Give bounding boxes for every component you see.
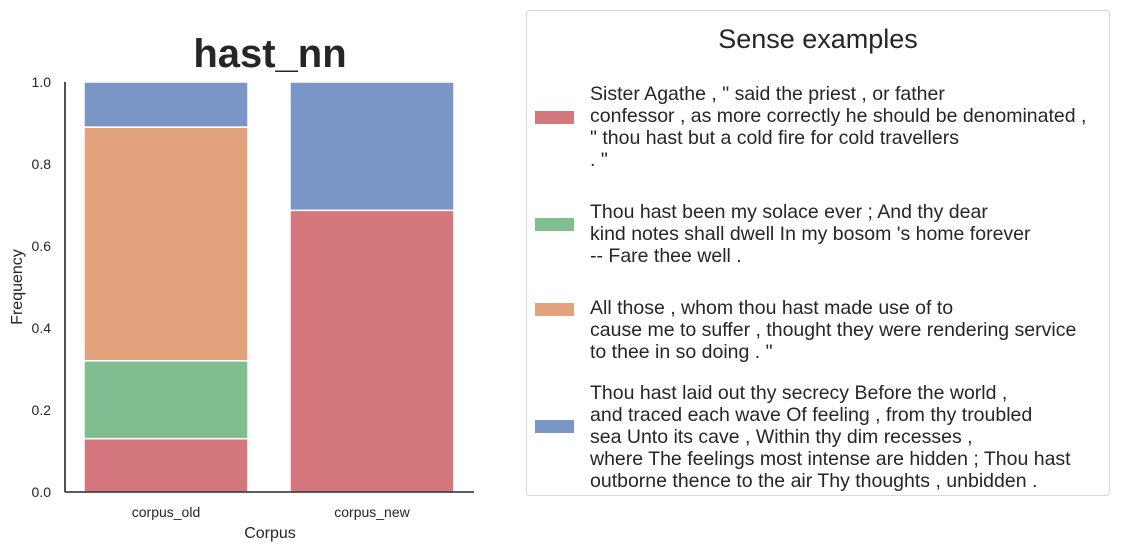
y-tick-label: 1.0 <box>32 74 52 90</box>
bar-segment <box>83 126 249 362</box>
chart-title: hast_nn <box>193 32 346 76</box>
bars-layer <box>83 81 455 493</box>
legend: Sense examples Sister Agathe , " said th… <box>526 10 1110 496</box>
legend-text: Sister Agathe , " said the priest , or f… <box>590 83 1087 171</box>
x-tick-label: corpus_old <box>132 504 201 520</box>
bar-segment <box>83 360 249 440</box>
y-ticks: 0.0 0.2 0.4 0.6 0.8 1.0 <box>32 74 52 500</box>
legend-text: Thou hast been my solace ever ; And thy … <box>590 201 1031 267</box>
y-tick-label: 0.2 <box>32 402 52 418</box>
legend-text: All those , whom thou hast made use of t… <box>590 297 1077 363</box>
bar-segment <box>83 437 249 493</box>
legend-text: Thou hast laid out thy secrecy Before th… <box>590 382 1071 492</box>
y-tick-label: 0.4 <box>32 320 52 336</box>
y-tick-label: 0.8 <box>32 156 52 172</box>
legend-swatch <box>535 111 574 124</box>
y-axis-label: Frequency <box>9 249 26 325</box>
y-tick-label: 0.0 <box>32 484 52 500</box>
legend-swatch <box>535 303 574 316</box>
stacked-bar-chart: hast_nn 0.00.20.40.60.81.0 corpus_old cor… <box>9 32 474 542</box>
bar-segment <box>83 81 249 128</box>
x-tick-label: corpus_new <box>334 504 410 520</box>
x-ticks: corpus_old corpus_new <box>132 504 411 520</box>
bar-segment <box>289 81 455 212</box>
x-axis-label: Corpus <box>244 525 296 542</box>
y-tick-label: 0.6 <box>32 238 52 254</box>
legend-swatch <box>535 218 574 231</box>
legend-swatch <box>535 420 574 433</box>
bar-segment <box>289 209 455 493</box>
legend-title: Sense examples <box>718 24 918 54</box>
